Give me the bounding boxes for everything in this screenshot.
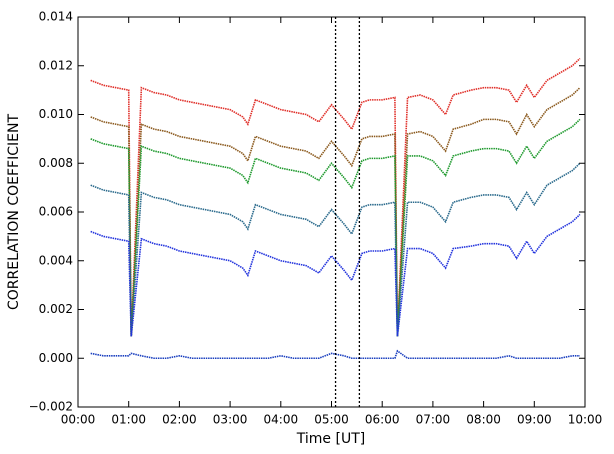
y-tick-label: 0.004 <box>39 253 73 267</box>
y-tick-label: 0.006 <box>39 205 73 219</box>
x-tick-label: 00:00 <box>61 413 96 427</box>
series-line <box>90 349 580 360</box>
series-line <box>90 213 581 337</box>
y-axis-label: CORRELATION COEFFICIENT <box>6 114 22 310</box>
y-tick-label: 0.000 <box>39 351 73 365</box>
series-line <box>90 57 581 337</box>
y-tick-label: 0.010 <box>39 107 73 121</box>
y-tick-label: 0.002 <box>39 302 73 316</box>
x-tick-label: 07:00 <box>416 413 451 427</box>
x-tick-label: 04:00 <box>264 413 299 427</box>
y-tick-label: 0.008 <box>39 156 73 170</box>
x-tick-label: 08:00 <box>466 413 501 427</box>
x-tick-label: 03:00 <box>213 413 248 427</box>
y-tick-label: 0.012 <box>39 58 73 72</box>
series-line <box>90 87 581 337</box>
x-tick-label: 06:00 <box>365 413 400 427</box>
series-line <box>90 162 581 337</box>
x-tick-label: 01:00 <box>111 413 146 427</box>
x-tick-label: 02:00 <box>162 413 197 427</box>
y-tick-label: −0.002 <box>29 400 73 414</box>
x-tick-label: 09:00 <box>517 413 552 427</box>
plot-frame <box>77 16 586 408</box>
x-axis-label: Time [UT] <box>296 431 365 447</box>
x-tick-label: 05:00 <box>314 413 349 427</box>
series-line <box>90 118 581 337</box>
y-tick-label: 0.014 <box>39 10 73 24</box>
x-tick-label: 10:00 <box>568 413 603 427</box>
